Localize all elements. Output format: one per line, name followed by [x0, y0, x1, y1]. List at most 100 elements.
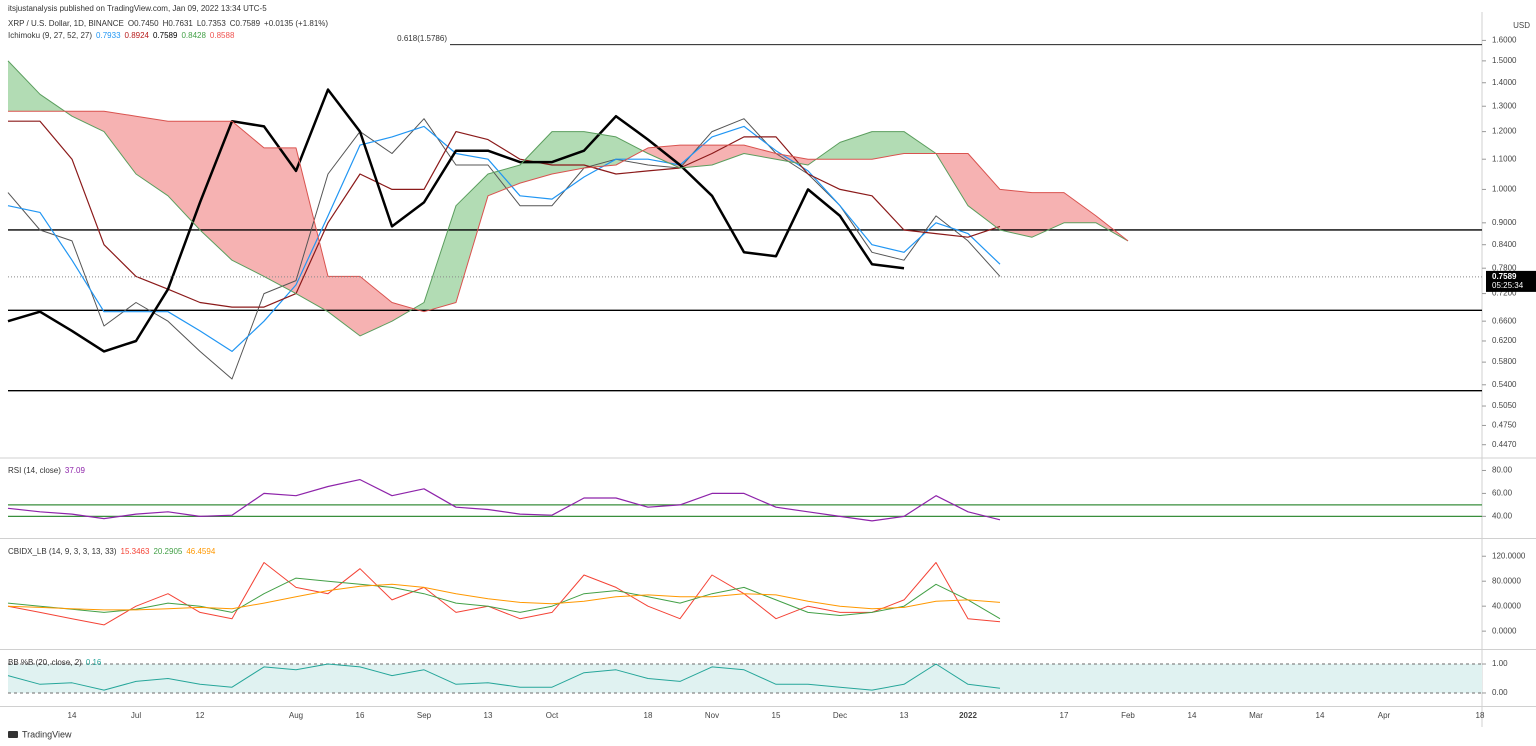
band-fill [8, 664, 1482, 693]
cloud [328, 276, 360, 336]
y-tick-label: 0.0000 [1492, 626, 1517, 635]
legend-value: 0.7933 [96, 31, 121, 40]
publisher-header: itsjustanalysis published on TradingView… [8, 4, 267, 13]
cloud [424, 205, 456, 312]
legend-line: BB %B (20, close, 2) 0.16 [8, 658, 102, 667]
x-tick-label: 18 [644, 711, 653, 720]
legend-value: 0.8588 [210, 31, 235, 40]
legend-value: 0.16 [86, 658, 102, 667]
cloud [104, 111, 136, 174]
cloud [520, 131, 552, 184]
legend-title: BB %B (20, close, 2) [8, 658, 82, 667]
legend-title: XRP / U.S. Dollar, 1D, BINANCE [8, 19, 124, 28]
legend-value: C0.7589 [230, 19, 261, 28]
x-tick-label: 18 [1476, 711, 1485, 720]
cloud [680, 145, 712, 168]
y-tick-label: 80.00 [1492, 466, 1513, 475]
x-tick-label: 16 [356, 711, 365, 720]
y-tick-label: 0.5050 [1492, 401, 1517, 410]
series-line [8, 120, 1001, 308]
y-tick-label: 0.7800 [1492, 263, 1517, 272]
x-tick-label: Dec [833, 711, 847, 720]
y-tick-label: 1.6000 [1492, 36, 1517, 45]
legend-value: +0.0135 (+1.81%) [264, 19, 328, 28]
x-tick-label: Oct [546, 711, 559, 720]
y-tick-label: 0.00 [1492, 688, 1508, 697]
y-tick-label: 1.3000 [1492, 101, 1517, 110]
x-tick-label: 12 [196, 711, 205, 720]
footer-logo [8, 731, 18, 738]
cloud [456, 173, 488, 303]
cloud [488, 165, 520, 196]
y-tick-label: 0.6200 [1492, 336, 1517, 345]
cloud [136, 116, 168, 196]
x-tick-label: 17 [1060, 711, 1069, 720]
x-tick-label: Sep [417, 711, 432, 720]
y-tick-label: 40.00 [1492, 511, 1513, 520]
cloud [642, 147, 648, 154]
y-tick-label: 1.00 [1492, 659, 1508, 668]
cloud [552, 131, 584, 174]
level-label: 0.618(1.5786) [397, 34, 447, 43]
legend-value: 0.7589 [153, 31, 178, 40]
legend-value: 37.09 [65, 466, 86, 475]
cloud [232, 121, 264, 277]
cloud [72, 111, 104, 132]
x-tick-label: Jul [131, 711, 141, 720]
x-tick-label: Nov [705, 711, 719, 720]
legend-title: RSI (14, close) [8, 466, 61, 475]
last-price-box [1486, 270, 1536, 292]
cloud [168, 121, 200, 230]
cloud [840, 131, 872, 160]
cloud [1064, 192, 1096, 223]
legend-value: 15.3463 [121, 547, 150, 556]
y-tick-label: 0.4470 [1492, 440, 1517, 449]
cloud [968, 153, 1000, 230]
x-tick-label: Apr [1378, 711, 1391, 720]
y-tick-label: 0.9000 [1492, 218, 1517, 227]
x-tick-label: 14 [1316, 711, 1325, 720]
x-tick-label: 14 [68, 711, 77, 720]
series-line [7, 60, 1129, 337]
x-tick-label: 13 [900, 711, 909, 720]
legend-value: O0.7450 [128, 19, 159, 28]
series-line [7, 479, 1001, 522]
legend-value: 46.4594 [186, 547, 215, 556]
y-tick-label: 1.2000 [1492, 127, 1517, 136]
y-tick-label: 1.1000 [1492, 154, 1517, 163]
x-tick-label: 14 [1188, 711, 1197, 720]
series-line [7, 663, 1001, 691]
y-tick-label: 120.0000 [1492, 551, 1526, 560]
legend-title: Ichimoku (9, 27, 52, 27) [8, 31, 92, 40]
cloud [872, 131, 904, 160]
x-tick-label: Aug [289, 711, 303, 720]
y-tick-label: 0.8400 [1492, 240, 1517, 249]
y-tick-label: 0.7200 [1492, 289, 1517, 298]
legend-value: 20.2905 [153, 547, 182, 556]
series-line [7, 88, 905, 353]
cloud [648, 145, 680, 168]
x-tick-label: Feb [1121, 711, 1135, 720]
legend-value: 0.8428 [181, 31, 206, 40]
x-tick-label: 2022 [959, 711, 977, 720]
currency-label: USD [1513, 21, 1530, 30]
series-line [7, 562, 1001, 626]
y-tick-label: 80.0000 [1492, 576, 1521, 585]
y-tick-label: 40.0000 [1492, 601, 1521, 610]
x-tick-label: 15 [772, 711, 781, 720]
series-line [7, 583, 1001, 611]
footer-brand: TradingView [22, 729, 72, 739]
legend-line: XRP / U.S. Dollar, 1D, BINANCE O0.7450 H0.… [8, 19, 328, 28]
y-tick-label: 0.4750 [1492, 421, 1517, 430]
legend-line: RSI (14, close) 37.09 [8, 466, 85, 475]
cloud [264, 147, 296, 294]
last-price-label: 0.7589 [1492, 272, 1517, 281]
cloud [712, 145, 744, 166]
cloud [360, 276, 392, 336]
cloud [744, 145, 776, 160]
y-tick-label: 0.5400 [1492, 380, 1517, 389]
cloud [1000, 189, 1032, 238]
y-tick-label: 0.5800 [1492, 357, 1517, 366]
